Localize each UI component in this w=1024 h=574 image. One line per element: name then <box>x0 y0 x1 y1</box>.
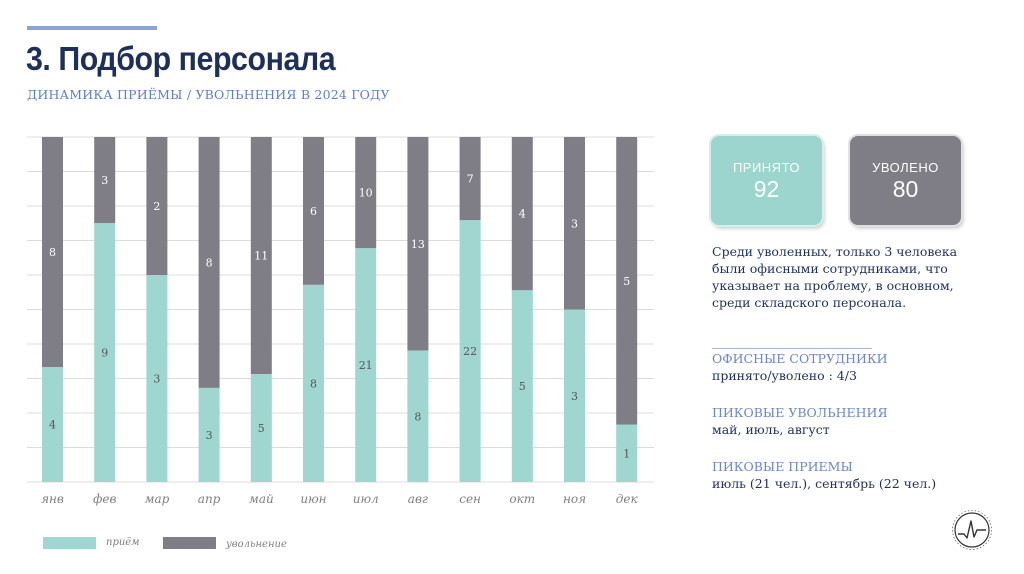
legend-swatch-dismissal <box>163 537 216 549</box>
bar-hire <box>564 309 585 482</box>
title-accent-bar <box>27 26 157 30</box>
hired-kpi-label: ПРИНЯТО <box>732 160 801 175</box>
bar-hire <box>250 374 272 482</box>
bar-dismissal <box>42 137 63 367</box>
data-label-hire: 9 <box>101 347 108 360</box>
stat-heading: ПИКОВЫЕ УВОЛЬНЕНИЯ <box>712 405 888 420</box>
bar-dismissal <box>198 137 220 388</box>
bar-dismissal <box>146 137 168 275</box>
x-tick-label: июл <box>353 492 379 506</box>
stat-value: принято/уволено : 4/3 <box>712 368 857 383</box>
bar-hire <box>94 223 116 482</box>
x-tick-label: апр <box>198 492 221 506</box>
company-logo-icon <box>952 510 992 550</box>
x-tick-label: янв <box>41 492 64 506</box>
x-tick-label: сен <box>459 492 481 506</box>
data-label-hire: 3 <box>153 373 160 386</box>
data-label-dismissal: 11 <box>254 250 268 263</box>
x-tick-label: дек <box>616 492 639 506</box>
bar-hire <box>303 284 324 482</box>
stat-heading: ПИКОВЫЕ ПРИЕМЫ <box>712 459 853 474</box>
bar-dismissal <box>459 137 481 221</box>
data-label-dismissal: 13 <box>411 238 425 251</box>
bar-dismissal <box>564 137 585 310</box>
x-tick-label: авг <box>408 492 428 506</box>
data-label-dismissal: 10 <box>359 187 373 200</box>
x-tick-label: май <box>249 492 274 506</box>
data-label-hire: 4 <box>49 419 56 432</box>
stat-peak-dismissals: ПИКОВЫЕ УВОЛЬНЕНИЯ май, июль, август <box>712 404 1002 438</box>
legend-label-hire: приём <box>106 537 140 548</box>
data-label-dismissal: 2 <box>153 200 160 213</box>
x-tick-label: июн <box>300 492 326 506</box>
summary-text: Среди уволенных, только 3 человека были … <box>712 244 958 310</box>
stat-peak-hires: ПИКОВЫЕ ПРИЕМЫ июль (21 чел.), сентябрь … <box>712 458 1002 492</box>
data-label-dismissal: 7 <box>467 173 474 186</box>
stacked-bar-chart: 84янв39фев23мар83апр115май68июн1021июл13… <box>27 136 654 550</box>
hired-kpi-card: ПРИНЯТО 92 <box>711 136 822 225</box>
page-subtitle: ДИНАМИКА ПРИЁМЫ / УВОЛЬНЕНИЯ В 2024 ГОДУ <box>27 87 390 102</box>
data-label-dismissal: 4 <box>519 208 526 221</box>
data-label-hire: 22 <box>463 345 477 358</box>
fired-kpi-label: УВОЛЕНО <box>872 160 939 175</box>
bar-hire <box>42 367 63 482</box>
bar-hire <box>459 220 481 482</box>
x-tick-label: ноя <box>563 492 586 506</box>
fired-kpi-card: УВОЛЕНО 80 <box>850 136 961 225</box>
data-label-dismissal: 6 <box>310 205 317 218</box>
bar-dismissal <box>616 137 638 425</box>
bar-dismissal <box>303 137 324 285</box>
section-divider <box>712 348 872 349</box>
bar-dismissal <box>355 137 377 249</box>
fired-kpi-value: 80 <box>892 176 919 202</box>
bar-hire <box>407 350 429 482</box>
data-label-hire: 1 <box>623 447 630 460</box>
bar-hire <box>616 424 638 482</box>
data-label-hire: 8 <box>414 410 421 423</box>
stat-value: июль (21 чел.), сентябрь (22 чел.) <box>712 476 937 491</box>
data-label-dismissal: 8 <box>206 256 213 269</box>
x-tick-label: мар <box>145 492 170 506</box>
stat-value: май, июль, август <box>712 422 830 437</box>
data-label-hire: 3 <box>571 390 578 403</box>
bar-dismissal <box>94 137 116 224</box>
data-label-dismissal: 8 <box>49 246 56 259</box>
hired-kpi-value: 92 <box>753 176 780 202</box>
data-label-hire: 5 <box>258 422 265 435</box>
legend-label-dismissal: увольнение <box>225 539 287 550</box>
bar-hire <box>511 290 533 482</box>
data-label-hire: 8 <box>310 377 317 390</box>
data-label-dismissal: 3 <box>101 174 108 187</box>
stat-heading: ОФИСНЫЕ СОТРУДНИКИ <box>712 351 888 366</box>
bar-dismissal <box>511 137 533 291</box>
stat-office-staff: ОФИСНЫЕ СОТРУДНИКИ принято/уволено : 4/3 <box>712 350 1002 384</box>
page-title: 3. Подбор персонала <box>26 40 336 77</box>
bar-hire <box>355 248 377 482</box>
bar-dismissal <box>250 137 272 375</box>
data-label-hire: 5 <box>519 380 526 393</box>
x-tick-label: фев <box>93 492 116 506</box>
data-label-hire: 21 <box>359 359 373 372</box>
legend-swatch-hire <box>43 537 96 549</box>
x-tick-label: окт <box>509 492 535 506</box>
data-label-hire: 3 <box>206 429 213 442</box>
bar-dismissal <box>407 137 429 351</box>
bar-hire <box>146 275 168 482</box>
data-label-dismissal: 5 <box>623 275 630 288</box>
bar-hire <box>198 387 220 482</box>
data-label-dismissal: 3 <box>571 217 578 230</box>
